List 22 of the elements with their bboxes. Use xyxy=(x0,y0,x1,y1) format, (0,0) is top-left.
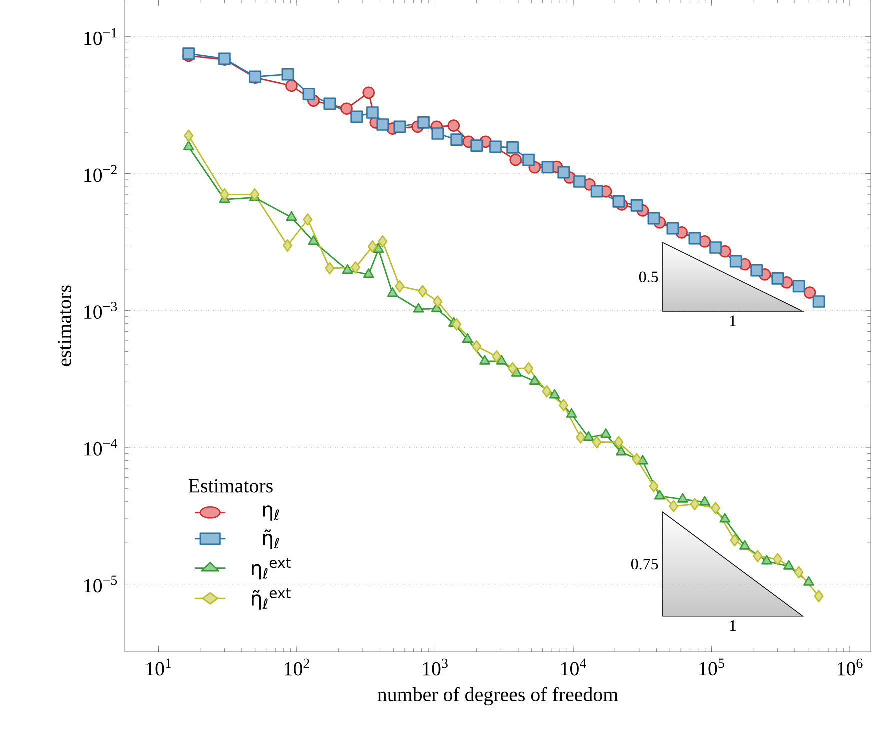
legend-label: η̃$_{ℓ}$ xyxy=(263,530,280,550)
x-tick-label: 10$^{3}$ xyxy=(423,658,448,676)
annotation: 0.5 xyxy=(639,272,658,283)
annotation: 0.75 xyxy=(631,558,658,570)
x-tick-label: 10$^{2}$ xyxy=(285,658,310,676)
y-tick-label: 10$^{−1}$ xyxy=(84,28,117,46)
annotation: 1 xyxy=(730,620,736,632)
y-axis-title: estimators xyxy=(58,286,72,366)
y-tick-label: 10$^{−3}$ xyxy=(84,302,118,320)
x-tick-label: 10$^{1}$ xyxy=(146,658,172,676)
y-tick-label: 10$^{−4}$ xyxy=(84,438,118,456)
legend-title: Estimators xyxy=(188,479,273,493)
legend-label: η$_{ℓ}$ xyxy=(263,506,280,521)
annotation: 1 xyxy=(730,316,736,326)
legend-label: η$_{ℓ}$ext xyxy=(252,558,291,580)
x-tick-label: 10$^{5}$ xyxy=(700,658,724,676)
x-axis-title: number of degrees of freedom xyxy=(378,687,618,706)
y-tick-label: 10$^{−5}$ xyxy=(84,576,118,593)
x-tick-label: 10$^{6}$ xyxy=(838,658,863,676)
y-tick-label: 10$^{−2}$ xyxy=(84,165,117,182)
x-tick-label: 10$^{4}$ xyxy=(562,658,586,676)
legend-label: η̃$_{ℓ}$ext xyxy=(252,588,291,610)
